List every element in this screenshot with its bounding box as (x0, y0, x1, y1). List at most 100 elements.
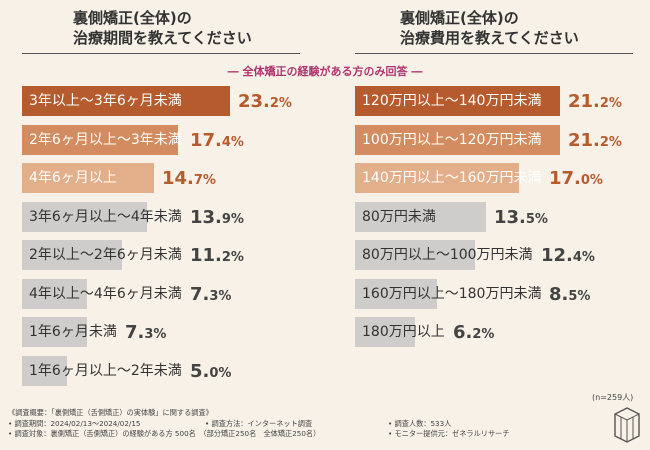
value-label: 21.2% (568, 86, 622, 116)
bar-label: 120万円以上～140万円未満 (362, 93, 542, 109)
value-label: 8.5% (549, 279, 590, 309)
bar-label: 1年6ヶ月未満 (29, 324, 117, 340)
value-label-int: 21. (568, 129, 600, 151)
left-title-line-2: 治療期間を教えてください (73, 29, 252, 47)
value-label-frac: 4% (221, 134, 244, 150)
left-title-divider (22, 53, 300, 54)
value-label: 21.2% (568, 125, 622, 155)
value-label-int: 13. (190, 206, 222, 228)
bar-row: 160万円以上～180万円未満 8.5% (355, 277, 650, 316)
value-label: 12.4% (541, 240, 595, 270)
value-label-frac: 3% (209, 288, 232, 304)
value-label-int: 5. (190, 360, 210, 382)
bar (355, 278, 437, 309)
value-label-frac: 2% (599, 96, 622, 111)
bar-row: 2年以上～2年6ヶ月未満 11.2% (22, 238, 322, 277)
bar (22, 278, 87, 309)
cost-bar-chart: 120万円以上～140万円未満 21.2% 100万円以上～120万円未満 21.2%… (355, 84, 650, 354)
value-label-int: 17. (190, 129, 222, 151)
right-title-line-2: 治療費用を教えてください (400, 29, 579, 47)
bar-label: 180万円以上 (362, 324, 445, 340)
value-label-int: 17. (549, 168, 581, 189)
value-label: 6.2% (453, 317, 494, 347)
value-label-frac: 5% (525, 211, 548, 227)
value-label-int: 12. (541, 245, 573, 266)
value-label-frac: 7% (193, 173, 216, 188)
brand-logo-icon (614, 407, 640, 443)
bar-row: 2年6ヶ月以上～3年未満 17.4% (22, 123, 322, 162)
value-label: 11.2% (190, 240, 244, 270)
bar (355, 124, 560, 155)
bar-label: 1年6ヶ月以上～2年未満 (29, 362, 182, 379)
bar (355, 163, 519, 193)
bar-row: 80万円以上～100万円未満 12.4% (355, 238, 650, 277)
value-label: 17.4% (190, 125, 244, 155)
bar-label: 100万円以上～120万円未満 (362, 131, 542, 148)
footer-period: • 調査期間：2024/02/13～2024/02/15 (8, 418, 141, 428)
bar-label: 4年6ヶ月以上 (29, 170, 117, 186)
bar-label: 160万円以上～180万円未満 (362, 285, 542, 302)
footer-target: • 調査対象：裏側矯正（舌側矯正）の経験がある方 500名 （部分矯正250名 … (8, 429, 321, 438)
value-label: 7.3% (190, 279, 231, 309)
value-label-int: 11. (190, 245, 222, 266)
bar (22, 355, 67, 386)
bar (22, 163, 154, 193)
bar-row: 100万円以上～120万円未満 21.2% (355, 123, 650, 162)
bar (22, 240, 122, 270)
bar-row: 3年以上～3年6ヶ月未満 23.2% (22, 84, 322, 123)
value-label-frac: 2% (221, 250, 244, 265)
bar (355, 86, 560, 116)
value-label-frac: 3% (144, 327, 167, 342)
value-label-int: 7. (125, 322, 145, 343)
footer-provider: • モニター提供元：ゼネラルリサーチ (388, 429, 510, 438)
bar-label: 80万円未満 (362, 208, 436, 225)
bar-label: 3年以上～3年6ヶ月未満 (29, 93, 182, 109)
value-label-frac: 0% (580, 173, 603, 188)
value-label: 14.7% (162, 163, 216, 193)
bar (22, 201, 147, 232)
right-title-line-1: 裏側矯正(全体)の (400, 9, 519, 27)
value-label-frac: 2% (472, 327, 495, 342)
value-label-int: 8. (549, 283, 569, 305)
value-label-int: 13. (494, 206, 526, 228)
value-label-frac: 5% (568, 288, 591, 304)
value-label-int: 7. (190, 283, 210, 305)
value-label-frac: 4% (572, 250, 595, 265)
right-title-divider (355, 53, 633, 54)
left-title-line-1: 裏側矯正(全体)の (73, 9, 192, 27)
value-label-frac: 0% (209, 365, 232, 381)
value-label: 7.3% (125, 317, 166, 347)
bar-label: 140万円以上～160万円未満 (362, 170, 542, 186)
value-label: 17.0% (549, 163, 603, 193)
bar-row: 1年6ヶ月以上～2年未満 5.0% (22, 354, 322, 393)
value-label-int: 14. (162, 168, 194, 189)
value-label: 23.2% (238, 86, 292, 116)
bar-row: 180万円以上 6.2% (355, 315, 650, 354)
bar-row: 1年6ヶ月未満 7.3% (22, 315, 322, 354)
bar-row: 120万円以上～140万円未満 21.2% (355, 84, 650, 123)
value-label: 5.0% (190, 356, 231, 386)
value-label-frac: 2% (599, 134, 622, 150)
value-label: 13.9% (190, 202, 244, 232)
bar-label: 3年6ヶ月以上～4年未満 (29, 208, 182, 225)
bar-label: 80万円以上～100万円未満 (362, 247, 533, 263)
bar (355, 201, 486, 232)
bar (22, 86, 230, 116)
bar-row: 4年6ヶ月以上 14.7% (22, 161, 322, 200)
value-label-int: 23. (238, 91, 270, 112)
bar-label: 2年6ヶ月以上～3年未満 (29, 131, 182, 148)
value-label-frac: 9% (221, 211, 244, 227)
footer-method: • 調査方法：インターネット調査 (205, 418, 313, 428)
subtitle: ― 全体矯正の経験がある方のみ回答 ― (227, 65, 423, 78)
bar (22, 124, 178, 155)
bar-row: 80万円未満 13.5% (355, 200, 650, 239)
right-chart-title: 裏側矯正(全体)の 治療費用を教えてください (400, 8, 579, 48)
left-chart-title: 裏側矯正(全体)の 治療期間を教えてください (73, 8, 252, 48)
value-label: 13.5% (494, 202, 548, 232)
bar-label: 4年以上～4年6ヶ月未満 (29, 285, 182, 302)
bar-row: 4年以上～4年6ヶ月未満 7.3% (22, 277, 322, 316)
footer-count: • 調査人数：533人 (388, 418, 452, 428)
value-label-int: 6. (453, 322, 473, 343)
bar (355, 240, 475, 270)
bar-row: 3年6ヶ月以上～4年未満 13.9% (22, 200, 322, 239)
